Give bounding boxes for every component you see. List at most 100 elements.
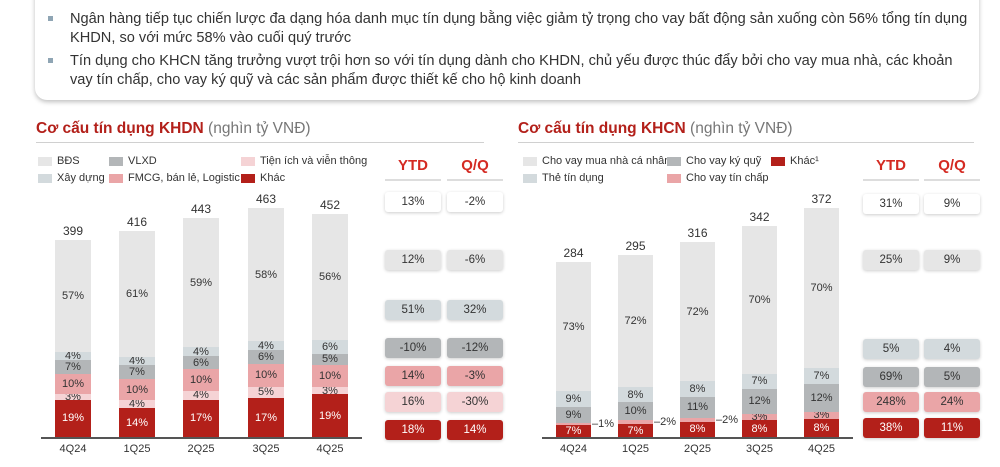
x-tick-label: 4Q24: [560, 443, 587, 455]
data-label: 8%: [813, 421, 830, 434]
data-label: 72%: [686, 305, 709, 318]
legend-label: FMCG, bán lẻ, Logistic: [128, 172, 240, 184]
bar-segment: [680, 242, 715, 382]
ytd-cell: 38%: [863, 418, 919, 438]
data-label: 3%: [813, 409, 830, 422]
bar-segment: [119, 356, 155, 366]
legend-label: VLXD: [128, 155, 157, 167]
data-label: 9%: [565, 393, 582, 405]
data-label: 61%: [125, 288, 149, 301]
bar-segment: [312, 353, 348, 365]
data-label: 17%: [254, 411, 278, 424]
legend-label: Khác: [260, 172, 286, 184]
qoq-cell: -30%: [447, 392, 503, 412]
bar-segment: [119, 365, 155, 380]
data-label: 8%: [689, 382, 706, 395]
qoq-cell: 11%: [924, 418, 980, 438]
legend-swatch: [523, 173, 537, 183]
bar-segment: [742, 373, 777, 389]
summary-bullet: Ngân hàng tiếp tục chiến lược đa dạng hó…: [48, 10, 970, 48]
bar-segment: [680, 417, 715, 422]
data-label: 4%: [193, 345, 209, 358]
bar-segment: [183, 218, 219, 348]
bar-segment: [804, 418, 839, 437]
data-label: 3%: [751, 410, 768, 423]
data-label: 6%: [258, 350, 274, 363]
legend-item: Thẻ tín dụng: [523, 172, 604, 184]
bar-segment: [742, 388, 777, 414]
ytd-cell: 13%: [385, 192, 441, 212]
legend-swatch: [771, 156, 785, 166]
qoq-cell: 14%: [447, 420, 503, 440]
data-label: 14%: [125, 416, 149, 429]
data-label: –2%: [716, 413, 739, 426]
ytd-cell: -10%: [385, 338, 441, 358]
x-tick-label: 1Q25: [123, 443, 151, 455]
chart-subtitle: (nghìn tỷ VNĐ): [685, 120, 793, 137]
data-label: 9%: [565, 408, 582, 421]
legend-swatch: [523, 156, 537, 166]
ytd-cell: 12%: [385, 250, 441, 270]
x-tick-label: 3Q25: [252, 443, 280, 455]
bar-segment: [312, 387, 348, 395]
bar-segment: [742, 413, 777, 421]
qoq-cell: 9%: [924, 250, 980, 270]
data-label: 8%: [689, 423, 706, 436]
bar-segment: [742, 420, 777, 437]
bar-segment: [312, 364, 348, 388]
data-label: 70%: [748, 294, 771, 307]
qoq-cell: -2%: [447, 192, 503, 212]
data-label: 3%: [322, 384, 338, 397]
legend-swatch: [241, 156, 255, 166]
data-label: 10%: [318, 370, 342, 383]
total-label: 399: [62, 223, 84, 238]
bar-segment: [556, 262, 591, 392]
total-label: 372: [811, 191, 832, 206]
x-axis: [41, 437, 362, 439]
total-label: 463: [255, 192, 277, 207]
data-label: 4%: [193, 389, 209, 402]
legend-swatch: [38, 156, 52, 166]
data-label: 4%: [65, 350, 81, 363]
x-tick-label: 2Q25: [187, 443, 215, 455]
data-label: –1%: [592, 417, 615, 430]
bar-segment: [248, 398, 284, 437]
total-label: 416: [126, 215, 148, 230]
ytd-cell: 31%: [863, 194, 919, 214]
bar-segment: [119, 379, 155, 400]
table-header-ytd: YTD: [398, 157, 428, 174]
legend-swatch: [109, 156, 123, 166]
table-header-qq: Q/Q: [938, 157, 966, 174]
bar-segment: [556, 424, 591, 437]
data-label: 12%: [748, 395, 771, 408]
bar-segment: [742, 226, 777, 374]
data-label: 73%: [562, 320, 585, 333]
bullet-text: Ngân hàng tiếp tục chiến lược đa dạng hó…: [70, 11, 968, 46]
bullet-icon: [48, 16, 53, 21]
data-label: 5%: [322, 353, 338, 366]
legend-item: FMCG, bán lẻ, Logistic: [109, 172, 240, 184]
bar-segment: [55, 239, 91, 353]
bar-segment: [556, 406, 591, 423]
bar-segment: [183, 399, 219, 437]
table-header-qq: Q/Q: [461, 157, 489, 174]
ytd-cell: 51%: [385, 300, 441, 320]
bar-segment: [55, 360, 91, 374]
ytd-cell: 248%: [863, 392, 919, 412]
title-divider: [518, 142, 974, 143]
legend-item: Khác¹: [771, 155, 819, 167]
bar-segment: [312, 213, 348, 340]
data-label: 4%: [258, 339, 274, 352]
bar-segment: [55, 373, 91, 394]
bar-segment: [556, 391, 591, 407]
header-underline: [924, 179, 980, 181]
bar-segment: [680, 396, 715, 418]
bar-segment: [312, 340, 348, 354]
legend-label: Cho vay ký quỹ: [686, 155, 762, 167]
data-label: 4%: [129, 354, 145, 367]
data-label: 12%: [810, 392, 833, 405]
x-tick-label: 4Q25: [316, 443, 344, 455]
x-tick-label: 2Q25: [684, 443, 711, 455]
legend-item: Cho vay mua nhà cá nhân: [523, 155, 670, 167]
data-label: 11%: [686, 401, 709, 414]
